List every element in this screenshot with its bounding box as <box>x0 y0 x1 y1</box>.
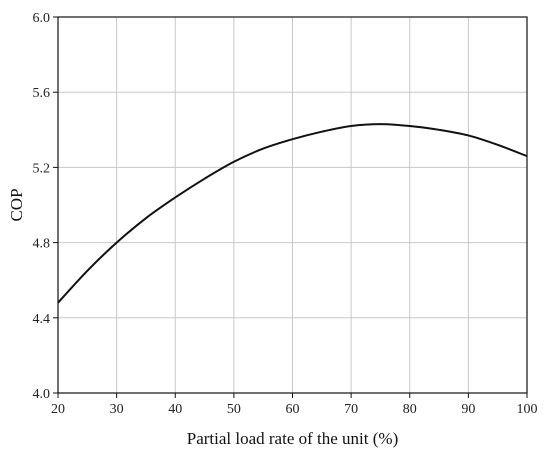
y-tick-label: 4.8 <box>33 237 51 252</box>
x-tick-label: 20 <box>51 402 65 417</box>
series-layer <box>57 123 528 304</box>
x-tick-label: 70 <box>344 402 358 417</box>
ticks <box>53 16 528 398</box>
x-tick-label: 30 <box>110 402 124 417</box>
y-tick-label: 6.0 <box>33 11 51 26</box>
x-tick-label: 60 <box>286 402 300 417</box>
y-tick-label: 5.2 <box>33 161 51 176</box>
y-tick-label: 4.0 <box>33 387 51 402</box>
cop-series-line <box>57 123 528 304</box>
x-tick-label: 80 <box>403 402 417 417</box>
x-tick-label: 100 <box>517 402 538 417</box>
tick-labels: 20 30 40 50 60 70 80 90 100 4.0 4.4 4.8 5.2 5.6 6.0 <box>33 11 538 417</box>
x-axis-title: Partial load rate of the unit (%) <box>187 429 398 448</box>
x-tick-label: 50 <box>227 402 241 417</box>
x-tick-label: 90 <box>461 402 475 417</box>
x-tick-label: 40 <box>168 402 182 417</box>
y-tick-label: 4.4 <box>33 312 51 327</box>
grid <box>58 17 527 393</box>
y-axis-title: COP <box>7 188 26 221</box>
y-tick-label: 5.6 <box>33 86 51 101</box>
